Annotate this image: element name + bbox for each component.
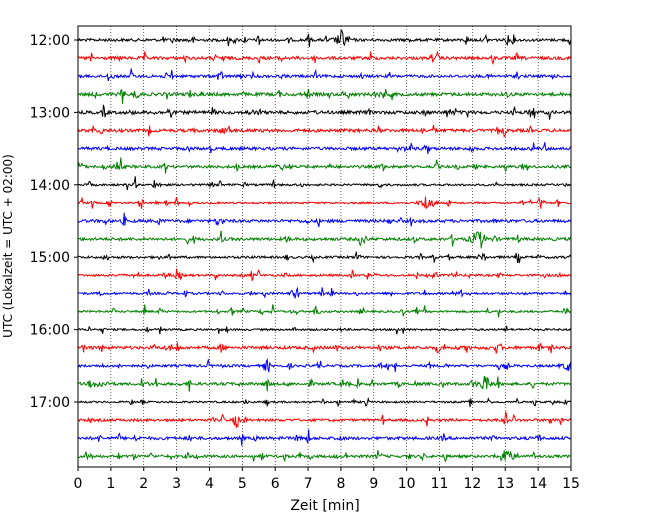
trace-row — [77, 396, 572, 408]
y-tick-label: 17:00 — [30, 395, 70, 411]
trace-row — [77, 157, 572, 174]
x-tick-label: 12 — [463, 476, 481, 492]
trace-row — [77, 411, 572, 428]
trace-row — [77, 286, 572, 299]
y-tick-label: 15:00 — [30, 250, 70, 266]
plot-area — [78, 26, 571, 467]
trace-row — [77, 325, 572, 335]
y-axis-ticks: 12:00 13:00 14:00 15:00 16:00 17:00 — [30, 33, 78, 411]
y-tick-label: 13:00 — [30, 105, 70, 121]
x-tick-label: 13 — [496, 476, 514, 492]
trace-row — [77, 230, 572, 249]
x-tick-label: 2 — [139, 476, 148, 492]
x-tick-label: 9 — [369, 476, 378, 492]
trace-row — [77, 142, 572, 155]
x-axis-ticks: 0 1 2 3 4 5 6 7 8 9 10 11 12 13 14 15 — [74, 467, 580, 492]
y-tick-label: 12:00 — [30, 33, 70, 49]
trace-row — [77, 268, 572, 281]
trace-row — [77, 357, 572, 373]
seismic-traces — [77, 28, 572, 463]
x-tick-label: 6 — [271, 476, 280, 492]
x-tick-label: 8 — [336, 476, 345, 492]
trace-row — [77, 68, 572, 82]
trace-row — [77, 429, 572, 446]
y-tick-label: 16:00 — [30, 323, 70, 339]
trace-row — [77, 449, 572, 463]
x-tick-label: 0 — [74, 476, 83, 492]
plot-border — [77, 25, 572, 468]
trace-row — [77, 251, 572, 264]
trace-row — [77, 88, 572, 104]
y-axis-label: UTC (Lokalzeit = UTC + 02:00) — [1, 154, 15, 338]
x-tick-label: 5 — [238, 476, 247, 492]
x-tick-label: 10 — [398, 476, 416, 492]
trace-row — [77, 196, 572, 209]
x-tick-label: 11 — [431, 476, 449, 492]
trace-row — [77, 176, 572, 191]
trace-row — [77, 28, 572, 48]
trace-row — [77, 124, 572, 138]
x-tick-label: 1 — [106, 476, 115, 492]
trace-row — [77, 212, 572, 228]
y-tick-label: 14:00 — [30, 178, 70, 194]
x-tick-label: 3 — [172, 476, 181, 492]
trace-row — [77, 50, 572, 65]
x-tick-label: 4 — [205, 476, 214, 492]
trace-row — [77, 104, 572, 120]
x-axis-label: Zeit [min] — [290, 498, 359, 514]
trace-row — [77, 342, 572, 354]
x-tick-label: 14 — [529, 476, 547, 492]
trace-row — [77, 375, 572, 392]
x-tick-label: 7 — [304, 476, 313, 492]
x-tick-label: 15 — [562, 476, 580, 492]
trace-row — [77, 304, 572, 318]
